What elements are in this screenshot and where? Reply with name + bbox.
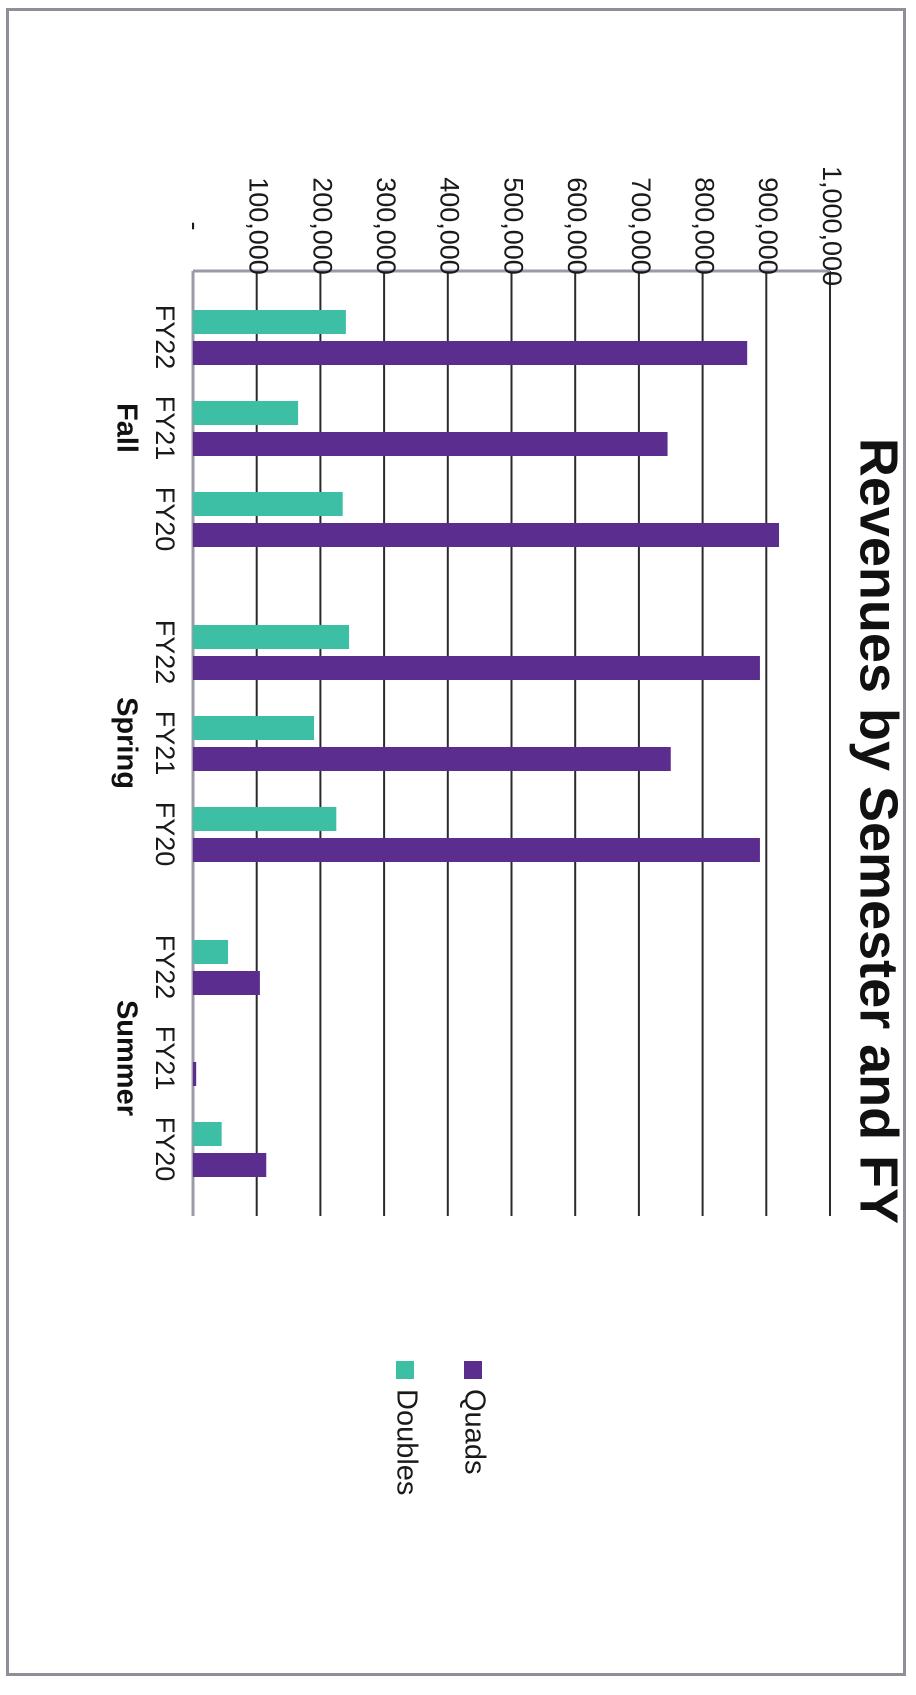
legend: Doubles Quads bbox=[390, 1361, 490, 1495]
revenue-chart: Revenues by Semester and FY - 100,000 200,… bbox=[110, 166, 909, 1495]
category-labels: FY22 FY21 FY20 FY22 FY21 FY20 FY22 FY21 FY20 bbox=[150, 305, 180, 1182]
y-tick-label: 400,000 bbox=[435, 177, 465, 275]
bar-quads bbox=[193, 971, 260, 995]
bar-quads bbox=[193, 838, 760, 862]
legend-label: Doubles bbox=[390, 1389, 422, 1495]
bar-doubles bbox=[193, 716, 315, 740]
chart-title: Revenues by Semester and FY bbox=[849, 438, 909, 1224]
category-label: FY22 bbox=[150, 620, 180, 685]
bar-quads bbox=[192, 1062, 197, 1086]
group-labels: Fall Spring Summer bbox=[110, 403, 142, 1116]
y-tick-label: 200,000 bbox=[307, 177, 337, 275]
category-label: FY21 bbox=[150, 396, 180, 461]
legend-swatch-quads bbox=[464, 1361, 482, 1379]
legend-swatch-doubles bbox=[396, 1361, 414, 1379]
bar-quads bbox=[193, 432, 668, 456]
axes bbox=[191, 269, 830, 1216]
legend-label: Quads bbox=[458, 1389, 490, 1474]
bar-doubles bbox=[192, 1122, 222, 1146]
y-tick-label: 1,000,000 bbox=[817, 166, 847, 286]
y-tick-label: 500,000 bbox=[498, 177, 528, 275]
y-tick-label: 300,000 bbox=[371, 177, 401, 275]
group-label: Spring bbox=[110, 697, 142, 789]
y-tick-labels: - 100,000 200,000 300,000 400,000 500,000 600,… bbox=[180, 166, 847, 286]
y-tick-label: 700,000 bbox=[626, 177, 656, 275]
y-tick-label: 900,000 bbox=[753, 177, 783, 275]
category-label: FY20 bbox=[150, 1117, 180, 1182]
grid-lines bbox=[255, 271, 831, 1216]
bar-quads bbox=[193, 1153, 267, 1177]
group-label: Summer bbox=[110, 1000, 142, 1116]
bar-doubles bbox=[192, 401, 299, 425]
bar-quads bbox=[193, 341, 748, 365]
chart-frame: Revenues by Semester and FY - 100,000 200,… bbox=[6, 8, 909, 1676]
y-tick-label: - bbox=[180, 222, 210, 231]
y-tick-label: 600,000 bbox=[562, 177, 592, 275]
y-tick-label: 800,000 bbox=[689, 177, 719, 275]
bars bbox=[192, 310, 780, 1177]
category-label: FY22 bbox=[150, 935, 180, 1000]
category-label: FY20 bbox=[150, 487, 180, 552]
y-tick-label: 100,000 bbox=[244, 177, 274, 275]
bar-doubles bbox=[192, 940, 229, 964]
group-label: Fall bbox=[110, 403, 142, 453]
bar-doubles bbox=[193, 492, 343, 516]
bar-quads bbox=[193, 523, 780, 547]
category-label: FY20 bbox=[150, 802, 180, 867]
category-label: FY22 bbox=[150, 305, 180, 370]
bar-quads bbox=[193, 747, 671, 771]
category-label: FY21 bbox=[150, 711, 180, 776]
bar-doubles bbox=[193, 310, 346, 334]
bar-quads bbox=[193, 656, 760, 680]
chart-stage: Revenues by Semester and FY - 100,000 200,… bbox=[9, 11, 916, 1695]
bar-doubles bbox=[193, 807, 337, 831]
category-label: FY21 bbox=[150, 1026, 180, 1091]
bar-doubles bbox=[193, 625, 350, 649]
